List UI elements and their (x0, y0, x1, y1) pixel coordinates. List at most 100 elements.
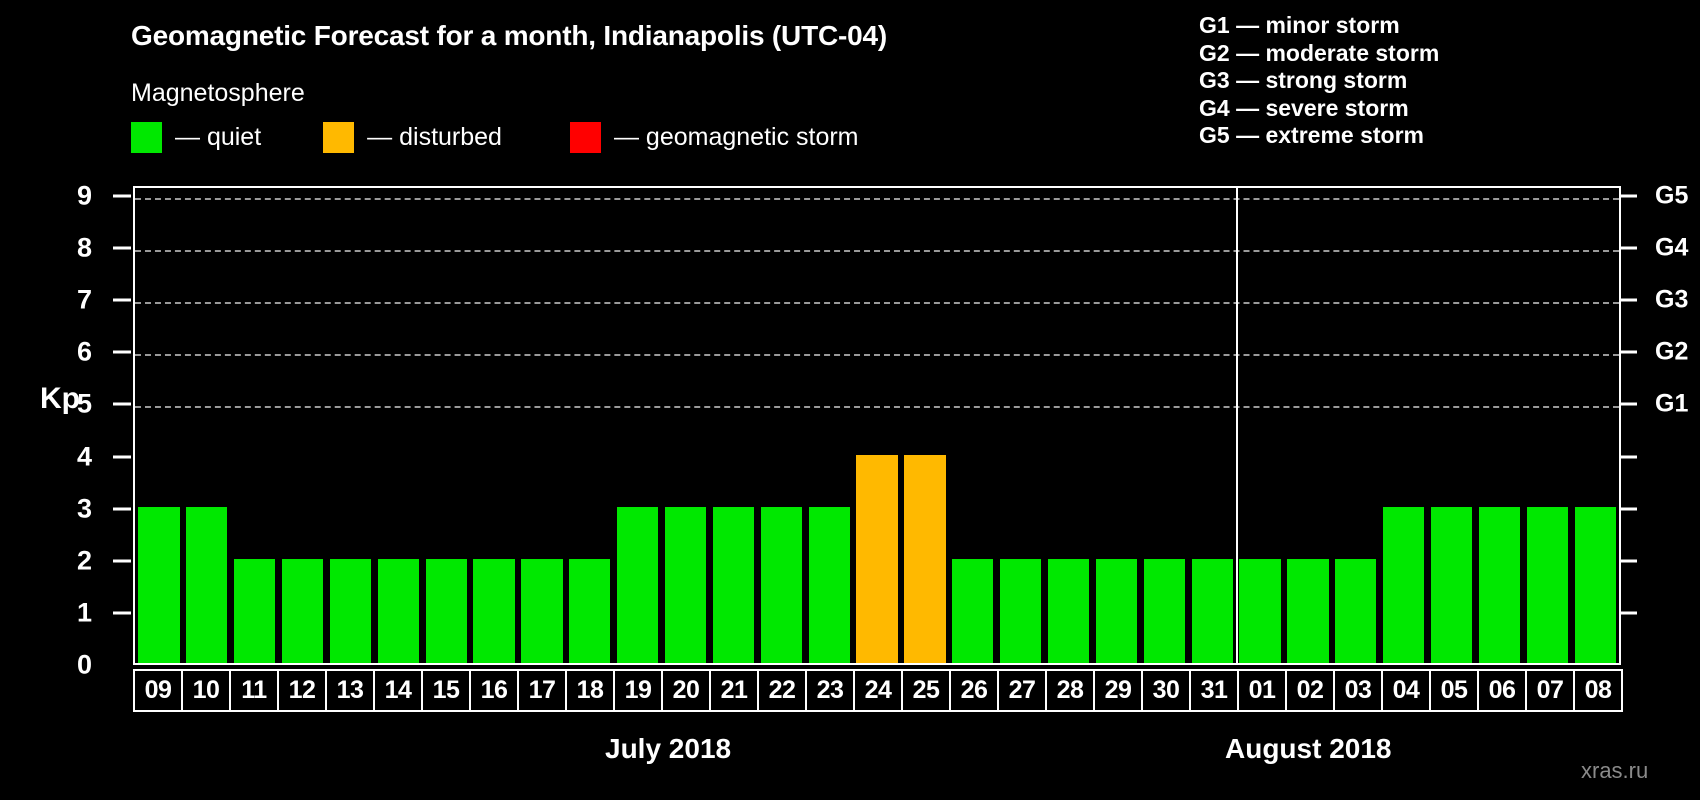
day-label-cell[interactable]: 20 (661, 669, 711, 712)
bar[interactable] (712, 506, 755, 663)
bar-cell[interactable] (1284, 188, 1332, 663)
bar-cell[interactable] (710, 188, 758, 663)
day-label-cell[interactable]: 08 (1573, 669, 1623, 712)
day-label-cell[interactable]: 05 (1429, 669, 1479, 712)
day-label-cell[interactable]: 07 (1525, 669, 1575, 712)
bar-cell[interactable] (614, 188, 662, 663)
y-axis: 0 1 2 3 4 5 6 7 8 9 (0, 181, 131, 680)
bar-cell[interactable] (997, 188, 1045, 663)
day-label-cell[interactable]: 15 (421, 669, 471, 712)
day-label-cell[interactable]: 14 (373, 669, 423, 712)
bar[interactable] (473, 558, 515, 663)
day-label-cell[interactable]: 02 (1285, 669, 1335, 712)
y-tick-label-4: 4 (76, 441, 92, 472)
bar[interactable] (1000, 558, 1042, 663)
bar[interactable] (521, 558, 563, 663)
day-label-cell[interactable]: 06 (1477, 669, 1527, 712)
day-label-cell[interactable]: 04 (1381, 669, 1431, 712)
bar[interactable] (1383, 506, 1425, 663)
bar[interactable] (425, 558, 467, 663)
day-label-cell[interactable]: 18 (565, 669, 615, 712)
bar-cell[interactable] (422, 188, 470, 663)
bar-cell[interactable] (374, 188, 422, 663)
day-label-cell[interactable]: 01 (1237, 669, 1287, 712)
bar[interactable] (186, 506, 228, 663)
bar[interactable] (1526, 506, 1568, 663)
bar-cell[interactable] (805, 188, 853, 663)
bar[interactable] (138, 506, 180, 663)
bar-cell[interactable] (327, 188, 375, 663)
bar[interactable] (1335, 558, 1377, 663)
bar-cell[interactable] (231, 188, 279, 663)
bar[interactable] (1191, 558, 1233, 663)
bar-cell[interactable] (853, 188, 901, 663)
day-label-cell[interactable]: 25 (901, 669, 951, 712)
bar-cell[interactable] (1045, 188, 1093, 663)
day-label-text: 21 (720, 676, 748, 704)
bar-cell[interactable] (1188, 188, 1236, 663)
day-label-cell[interactable]: 28 (1045, 669, 1095, 712)
bar[interactable] (569, 558, 611, 663)
bar-cell[interactable] (470, 188, 518, 663)
y-tick-label-0: 0 (76, 649, 92, 680)
bar-cell[interactable] (1476, 188, 1524, 663)
bar[interactable] (617, 506, 659, 663)
bar-cell[interactable] (1236, 188, 1284, 663)
bar[interactable] (904, 454, 946, 663)
day-label-cell[interactable]: 10 (181, 669, 231, 712)
bar[interactable] (377, 558, 419, 663)
day-label-cell[interactable]: 11 (229, 669, 279, 712)
bar[interactable] (1095, 558, 1138, 663)
day-label-cell[interactable]: 30 (1141, 669, 1191, 712)
bar-cell[interactable] (1571, 188, 1619, 663)
bar[interactable] (856, 454, 898, 663)
legend-swatch-disturbed (323, 122, 355, 153)
bar-cell[interactable] (662, 188, 710, 663)
bar[interactable] (281, 558, 324, 663)
bar[interactable] (952, 558, 994, 663)
bar[interactable] (1239, 558, 1281, 663)
bar-cell[interactable] (757, 188, 805, 663)
bar-cell[interactable] (279, 188, 327, 663)
bar-cell[interactable] (1093, 188, 1141, 663)
day-label-cell[interactable]: 12 (277, 669, 327, 712)
bar-cell[interactable] (1523, 188, 1571, 663)
day-label-cell[interactable]: 22 (757, 669, 807, 712)
day-label-cell[interactable]: 27 (997, 669, 1047, 712)
day-label-cell[interactable]: 19 (613, 669, 663, 712)
bar-cell[interactable] (1428, 188, 1476, 663)
bar[interactable] (808, 506, 850, 663)
bar-cell[interactable] (518, 188, 566, 663)
day-label-cell[interactable]: 16 (469, 669, 519, 712)
bar[interactable] (234, 558, 276, 663)
bar-cell[interactable] (183, 188, 231, 663)
bar[interactable] (1287, 558, 1329, 663)
bar[interactable] (329, 558, 372, 663)
bar[interactable] (760, 506, 802, 663)
day-label-cell[interactable]: 31 (1189, 669, 1239, 712)
bar-cell[interactable] (901, 188, 949, 663)
y-tick-label-6: 6 (76, 336, 92, 367)
bar[interactable] (1143, 558, 1185, 663)
day-label-cell[interactable]: 09 (133, 669, 183, 712)
bar-cell[interactable] (1140, 188, 1188, 663)
bar[interactable] (1574, 506, 1616, 663)
day-label-cell[interactable]: 03 (1333, 669, 1383, 712)
bar[interactable] (1430, 506, 1473, 663)
bar-cell[interactable] (566, 188, 614, 663)
bar-cell[interactable] (135, 188, 183, 663)
bar[interactable] (1047, 558, 1090, 663)
day-label-cell[interactable]: 13 (325, 669, 375, 712)
day-label-cell[interactable]: 26 (949, 669, 999, 712)
bar-cell[interactable] (1380, 188, 1428, 663)
bar-cell[interactable] (949, 188, 997, 663)
day-label-cell[interactable]: 23 (805, 669, 855, 712)
day-label-cell[interactable]: 21 (709, 669, 759, 712)
bar-cell[interactable] (1332, 188, 1380, 663)
gridline-kp-5 (135, 406, 1619, 409)
bar[interactable] (1478, 506, 1521, 663)
day-label-cell[interactable]: 24 (853, 669, 903, 712)
day-label-cell[interactable]: 17 (517, 669, 567, 712)
bar[interactable] (664, 506, 707, 663)
day-label-cell[interactable]: 29 (1093, 669, 1143, 712)
